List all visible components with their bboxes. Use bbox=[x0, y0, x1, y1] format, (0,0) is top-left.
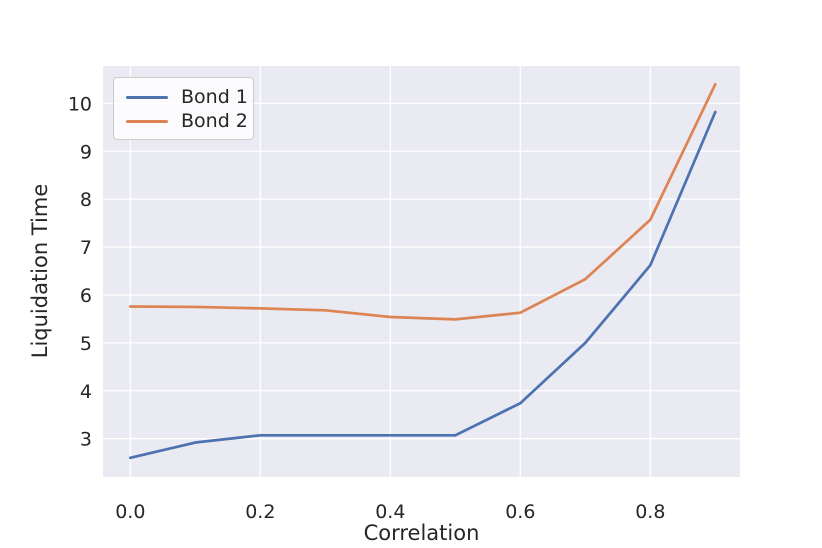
bond-1-line-swatch bbox=[126, 95, 168, 99]
y-tick-label: 9 bbox=[80, 141, 92, 163]
legend: Bond 1 Bond 2 bbox=[113, 77, 254, 140]
series-line-bond-2 bbox=[128, 82, 717, 321]
y-tick-label: 3 bbox=[80, 429, 92, 451]
series-line-bond-1 bbox=[128, 110, 717, 460]
legend-item-bond-1: Bond 1 bbox=[126, 85, 248, 109]
legend-item-bond-2: Bond 2 bbox=[126, 109, 248, 133]
x-tick-label: 0.2 bbox=[245, 501, 275, 523]
y-tick-label: 7 bbox=[80, 237, 92, 259]
y-tick-label: 10 bbox=[68, 93, 92, 115]
y-tick-label: 8 bbox=[80, 189, 92, 211]
y-tick-label: 4 bbox=[80, 381, 92, 403]
legend-label-bond-1: Bond 1 bbox=[181, 86, 248, 108]
x-tick-label: 0.8 bbox=[635, 501, 665, 523]
y-tick-label: 6 bbox=[80, 285, 92, 307]
x-tick-label: 0.6 bbox=[505, 501, 535, 523]
x-tick-label: 0.4 bbox=[375, 501, 405, 523]
bond-2-line-swatch bbox=[126, 119, 168, 123]
y-axis-label: Liquidation Time bbox=[28, 183, 52, 359]
legend-label-bond-2: Bond 2 bbox=[181, 110, 248, 132]
x-tick-label: 0.0 bbox=[115, 501, 145, 523]
y-tick-label: 5 bbox=[80, 333, 92, 355]
x-axis-label: Correlation bbox=[363, 521, 480, 545]
